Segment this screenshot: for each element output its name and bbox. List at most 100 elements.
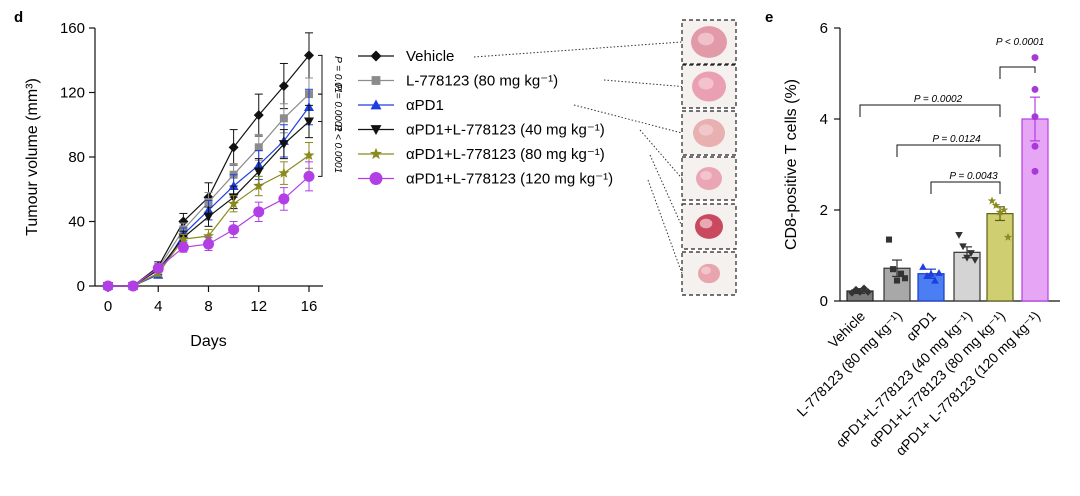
data-point [893, 277, 901, 284]
data-point [931, 276, 939, 284]
legend-label: αPD1 [406, 97, 444, 114]
data-point [203, 230, 214, 241]
leader-line [639, 129, 683, 179]
p-value-label: P = 0.01 [332, 56, 343, 93]
legend-marker [371, 76, 381, 85]
bar [917, 273, 945, 302]
series-5 [102, 161, 315, 292]
p-value-label: P < 0.0001 [332, 125, 343, 173]
data-point [959, 243, 967, 251]
comparison-p-value: P = 0.0043 [949, 171, 998, 182]
panel-d-letter: d [14, 9, 23, 26]
data-point [999, 205, 1009, 214]
y-tick-label: 6 [820, 20, 828, 37]
data-point [254, 143, 263, 152]
y-tick-label: 4 [820, 111, 828, 128]
data-point [1031, 142, 1039, 150]
data-point [848, 289, 856, 297]
legend-marker [370, 50, 382, 62]
x-tick-label: 12 [250, 298, 267, 315]
data-point [1031, 113, 1039, 121]
x-tick-label: 4 [154, 298, 162, 315]
data-point [864, 288, 872, 296]
comparison-bracket [999, 66, 1036, 79]
data-point [889, 266, 897, 273]
comparison-p-value: P = 0.0002 [914, 94, 963, 105]
comparison-bracket [859, 104, 1001, 117]
data-point [991, 201, 1001, 209]
y-axis-title: CD8-positive T cells (%) [783, 79, 800, 250]
legend-marker [370, 99, 382, 110]
data-point [1003, 232, 1013, 241]
legend-label: αPD1+L-778123 (80 mg kg⁻¹) [406, 146, 605, 163]
data-point [152, 262, 164, 274]
data-point [228, 142, 239, 153]
panel-d-legend: Vehicle L-778123 (80 mg kg⁻¹) αPD1 αPD1+L-7… [358, 48, 613, 188]
data-point [102, 280, 114, 292]
data-point [253, 180, 265, 191]
data-point [1031, 85, 1039, 93]
data-point [1031, 167, 1039, 175]
data-point [228, 198, 240, 209]
tumour-highlight [700, 170, 712, 181]
y-tick-label: 2 [820, 202, 828, 219]
data-point [304, 50, 314, 61]
x-tick-label: 8 [204, 298, 212, 315]
data-point [178, 216, 189, 227]
data-point [987, 196, 997, 205]
tumour-highlight [697, 32, 715, 46]
leader-line [573, 104, 683, 134]
data-point [860, 284, 868, 293]
significance-bracket [318, 54, 323, 95]
legend-label: Vehicle [406, 48, 454, 65]
tumour-highlight [701, 266, 711, 275]
comparison-p-value: P < 0.0001 [996, 37, 1044, 48]
data-point [971, 257, 979, 264]
data-point [901, 275, 909, 282]
data-point [927, 269, 935, 277]
tumour-highlight [698, 77, 714, 90]
data-point [203, 238, 214, 250]
data-point [253, 206, 265, 218]
panel-e-letter: e [765, 9, 773, 26]
data-point [228, 224, 240, 236]
tumour-photos [473, 19, 737, 296]
data-point [995, 207, 1005, 216]
leader-line [603, 79, 683, 87]
data-point [304, 117, 314, 127]
data-point [203, 212, 214, 222]
leader-line [647, 179, 683, 274]
data-point [278, 193, 290, 205]
bar [986, 213, 1014, 302]
x-tick-label: 0 [104, 298, 112, 315]
legend-label: L-778123 (80 mg kg⁻¹) [406, 73, 558, 90]
p-value-label: P = 0.0001 [332, 84, 343, 132]
data-point [177, 233, 189, 244]
comparison-bracket [930, 181, 1001, 194]
data-point [935, 268, 943, 276]
significance-bracket [318, 93, 323, 123]
y-tick-label: 120 [60, 85, 85, 102]
comparison-p-value: P = 0.0124 [932, 134, 981, 145]
data-point [885, 236, 893, 243]
y-axis-title: Tumour volume (mm³) [24, 78, 41, 236]
data-point [923, 272, 931, 280]
data-point [303, 170, 315, 182]
leader-line [473, 41, 683, 58]
y-tick-label: 0 [820, 293, 828, 310]
data-point [279, 114, 288, 123]
significance-bracket [318, 121, 323, 177]
data-point [967, 250, 975, 258]
data-point [177, 241, 189, 253]
data-point [127, 280, 139, 292]
data-point [897, 270, 905, 277]
panel-d-axes: 0 40 80 120 160 0 4 8 12 16 Days Tumour volume (mm³… [24, 20, 323, 350]
legend-marker [370, 125, 382, 135]
x-axis-title: Days [190, 333, 226, 350]
y-tick-label: 160 [60, 20, 85, 37]
y-tick-label: 0 [77, 278, 85, 295]
data-point [278, 140, 289, 150]
x-tick-label: 16 [301, 298, 318, 315]
